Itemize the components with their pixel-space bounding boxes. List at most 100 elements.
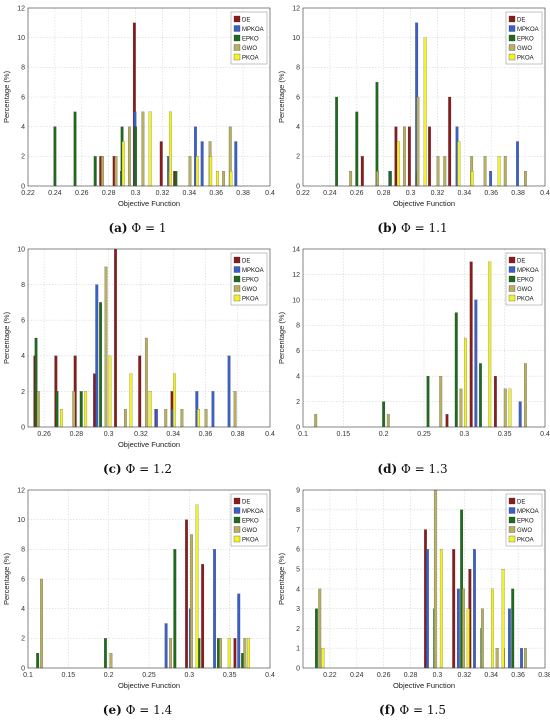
x-tick-label: 0.35 [498,431,512,438]
bar-gwo [439,376,443,428]
x-tick-label: 0.3 [433,672,443,679]
bar-epko [375,82,379,187]
x-axis-label: Objective Function [393,199,455,208]
legend-label: PKOA [242,55,259,61]
y-tick-label: 12 [17,487,25,494]
x-axis-label: Objective Function [118,681,180,690]
y-tick-label: 8 [21,65,25,72]
bar-epko [388,171,392,187]
x-tick-label: 0.34 [458,190,472,197]
bar-pkoa [439,549,443,669]
bar-mpkoa [200,141,204,187]
bar-pkoa [60,409,63,428]
legend-swatch [508,275,516,283]
bar-gwo [403,126,406,187]
y-tick-label: 14 [292,246,300,253]
legend-swatch [233,256,241,264]
y-tick-label: 6 [21,94,25,101]
bar-pkoa [457,141,461,187]
bar-gwo [109,653,113,669]
x-axis-label: Objective Function [118,440,180,449]
x-tick-label: 0.28 [70,431,84,438]
caption-tag: (d) [377,462,398,476]
legend-swatch [508,53,516,61]
axes-frame [302,489,546,669]
legend-label: EPKO [242,36,259,42]
y-axis-label: Percentage (%) [277,552,286,605]
legend-swatch [233,285,241,292]
bar-de [360,156,364,187]
axes-frame [302,7,546,187]
x-tick-label: 0.36 [199,431,213,438]
bar-mpkoa [473,549,476,669]
x-tick-label: 0.22 [296,190,310,197]
axes-frame [27,248,271,428]
caption-a: (a) Φ = 1 [0,221,275,235]
chart-b: 0 2 4 6 8 10 12 0.22 0.24 0.26 0.28 0.3 0.32 0.34 0.36… [277,5,550,208]
y-tick-label: 10 [17,246,25,253]
bar-mpkoa [489,171,493,187]
legend-swatch [233,275,241,283]
bar-mpkoa [520,648,523,669]
y-tick-label: 2 [296,399,300,406]
y-tick-label: 6 [21,576,25,583]
y-tick-label: 0 [21,183,25,190]
x-tick-label: 0.38 [236,190,250,197]
bar-gwo [36,391,40,428]
bar-de [185,519,188,669]
caption-label: Φ = 1.1 [400,221,448,235]
bar-mpkoa [456,588,460,669]
bar-gwo [386,414,390,428]
caption-d: (d) Φ = 1.3 [275,462,550,476]
y-tick-label: 12 [292,5,300,12]
caption-c: (c) Φ = 1.2 [0,462,275,476]
bar-epko [36,653,40,669]
x-tick-label: 0.3 [459,431,469,438]
x-tick-label: 0.22 [21,190,35,197]
x-tick-label: 0.26 [75,190,89,197]
x-tick-label: 0.3 [184,672,194,679]
x-axis-label: Objective Function [118,199,180,208]
bar-mpkoa [155,409,158,428]
x-tick-label: 0.32 [134,431,148,438]
bar-mpkoa [227,355,231,428]
bar-de [233,638,237,669]
bar-mpkoa [95,284,99,428]
bar-gwo [503,388,507,428]
bar-gwo [190,534,193,669]
bar-epko [382,401,386,428]
bar-de [494,376,497,428]
legend-label: DE [242,258,250,264]
chart-c: 0 2 4 6 8 10 0.26 0.28 0.3 0.32 0.34 0.36 0.38 0.4 Obj… [2,246,275,449]
x-tick-label: 0.38 [538,672,550,679]
x-tick-label: 0.4 [540,190,550,197]
legend-swatch [508,507,516,514]
bar-mpkoa [237,593,241,669]
bar-gwo [376,171,379,187]
x-tick-label: 0.26 [37,431,51,438]
legend-swatch [233,294,241,302]
chart-f: 0 1 2 3 4 5 6 7 8 9 0.22 0.24 0.26 0.28 0.3 0.32 0.34 0.3… [277,487,550,690]
legend-label: DE [517,17,525,23]
bar-gwo [141,111,145,187]
x-tick-label: 0.1 [23,672,33,679]
y-tick-label: 4 [21,606,25,613]
bar-gwo [481,608,484,669]
bar-mpkoa [234,141,238,187]
bar-mpkoa [211,391,215,428]
y-tick-label: 10 [17,35,25,42]
legend-label: GWO [517,528,532,534]
legend-swatch [233,44,241,51]
legend-swatch [508,285,516,292]
legend-swatch [233,526,241,533]
x-tick-label: 0.35 [223,672,237,679]
x-tick-label: 0.24 [323,190,337,197]
chart-panel-d: 0 2 4 6 8 10 12 14 0.1 0.15 0.2 0.25 0.3 0.35 0.4 Perce… [275,241,550,482]
bar-pkoa [195,156,199,187]
bar-pkoa [247,638,251,669]
bar-epko [355,111,359,187]
bar-gwo [524,171,527,187]
y-tick-label: 12 [17,5,25,12]
x-tick-label: 0.34 [484,672,498,679]
y-tick-label: 0 [21,665,25,672]
